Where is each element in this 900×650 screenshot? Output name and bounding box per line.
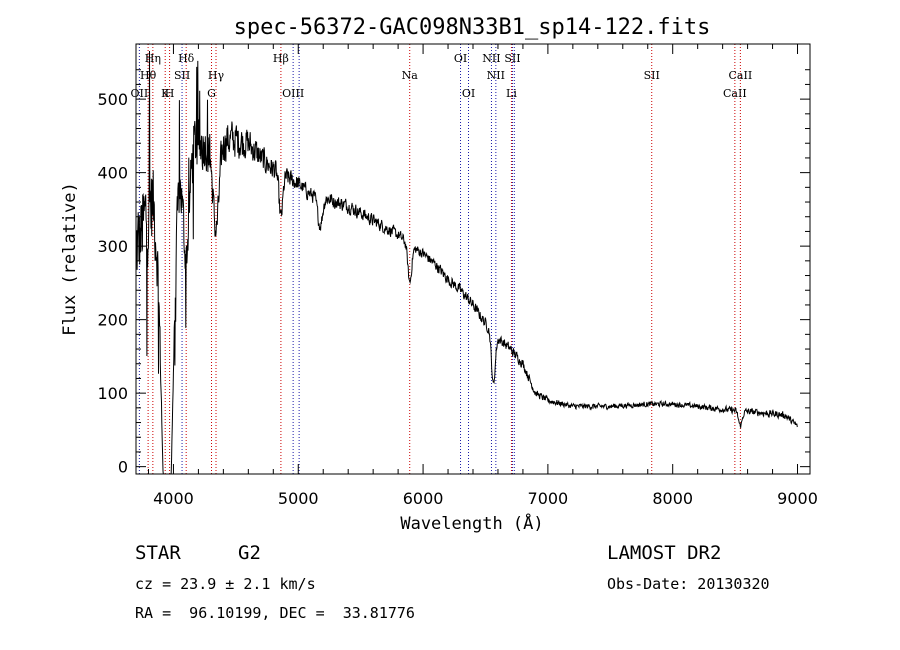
spectrum-line — [135, 50, 798, 475]
x-tick-label: 5000 — [278, 489, 319, 508]
spectral-line-label: Na — [402, 69, 419, 82]
spectral-line-label: CaII — [723, 87, 747, 100]
spectral-line-label: SII — [504, 52, 520, 65]
spectral-line-label: OI — [454, 52, 467, 65]
spectral-line-labels: Hη Hθ OII Hδ SII KH Hγ G Hβ OIII Na OI OI NII NII SII Li… — [131, 52, 753, 100]
spectral-line-label: OIII — [282, 87, 304, 100]
x-tick-label: 4000 — [153, 489, 194, 508]
object-subclass: G2 — [238, 542, 261, 564]
spectral-line-label: CaII — [729, 69, 753, 82]
spectral-line-label: SII — [174, 69, 190, 82]
object-class: STAR — [135, 542, 181, 564]
spectral-line-label: Hγ — [208, 69, 225, 82]
axis-ticks — [136, 44, 810, 474]
x-axis-label: Wavelength (Å) — [400, 512, 543, 534]
spectral-line-label: OI — [462, 87, 475, 100]
spectral-line-label: Hδ — [178, 52, 195, 65]
spectral-line-label: Hη — [145, 52, 161, 65]
redshift-value: cz = 23.9 ± 2.1 km/s — [135, 575, 316, 593]
spectrum-curve — [135, 50, 798, 475]
x-tick-label: 6000 — [403, 489, 444, 508]
x-tick-label: 8000 — [652, 489, 693, 508]
spectral-line-label: SII — [644, 69, 660, 82]
spectral-line-label: Hθ — [140, 69, 157, 82]
spectral-line-label: NII — [482, 52, 500, 65]
y-axis-label: Flux (relative) — [60, 182, 80, 336]
spectral-line-markers — [138, 44, 741, 474]
y-tick-label: 300 — [97, 237, 128, 256]
y-tick-label: 400 — [97, 164, 128, 183]
spectral-line-label: Li — [506, 87, 517, 100]
spectral-line-label: G — [207, 87, 216, 100]
spectral-line-label: H — [165, 87, 175, 100]
spectral-line-label: Hβ — [273, 52, 289, 65]
x-tick-label: 7000 — [528, 489, 569, 508]
x-tick-label: 9000 — [777, 489, 818, 508]
plot-frame — [135, 43, 811, 475]
spectral-line-label: OII — [131, 87, 149, 100]
y-tick-label: 500 — [97, 90, 128, 109]
y-tick-label: 200 — [97, 311, 128, 330]
y-tick-label: 100 — [97, 384, 128, 403]
y-tick-label: 0 — [118, 458, 128, 477]
observation-date: Obs-Date: 20130320 — [607, 575, 770, 593]
sky-coordinates: RA = 96.10199, DEC = 33.81776 — [135, 604, 415, 622]
axis-tick-labels: 4000 5000 6000 7000 8000 9000 0 100 200 300 400 500 — [97, 90, 817, 508]
spectral-line-label: K — [161, 87, 170, 100]
spectral-line-label: NII — [487, 69, 505, 82]
chart-title: spec-56372-GAC098N33B1_sp14-122.fits — [234, 15, 711, 40]
survey-name: LAMOST DR2 — [607, 542, 722, 564]
